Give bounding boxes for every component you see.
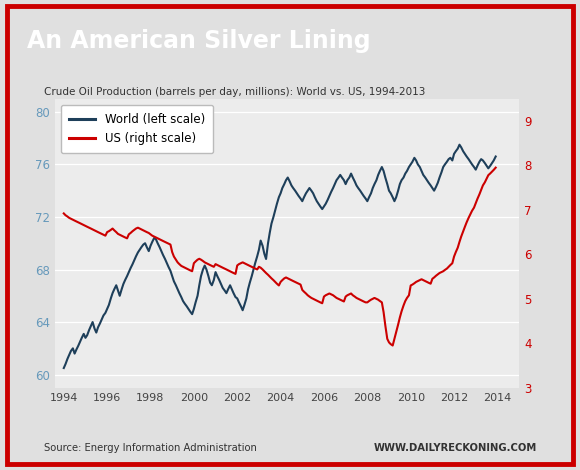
- Text: WWW.DAILYRECKONING.COM: WWW.DAILYRECKONING.COM: [374, 443, 536, 453]
- Legend: World (left scale), US (right scale): World (left scale), US (right scale): [61, 105, 213, 153]
- Text: An American Silver Lining: An American Silver Lining: [27, 29, 371, 53]
- Text: Crude Oil Production (barrels per day, millions): World vs. US, 1994-2013: Crude Oil Production (barrels per day, m…: [44, 87, 425, 97]
- Text: Source: Energy Information Administration: Source: Energy Information Administratio…: [44, 443, 256, 453]
